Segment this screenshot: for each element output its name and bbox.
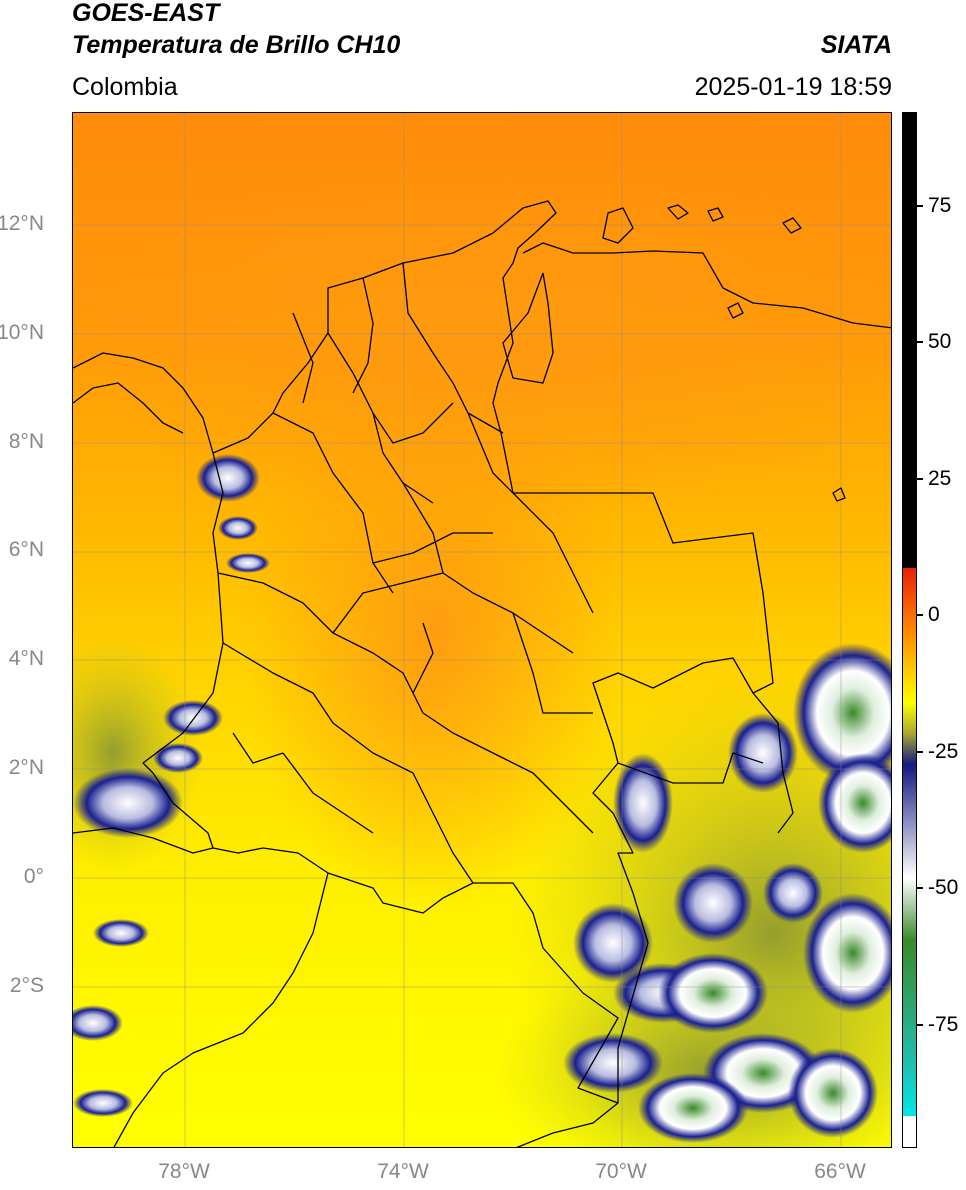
colorbar-label-50: 50: [928, 330, 952, 353]
lon-label-74w: 74°W: [377, 1160, 429, 1183]
organization-label: SIATA: [820, 31, 892, 59]
lat-label-2s: 2°S: [9, 974, 44, 997]
lon-label-78w: 78°W: [158, 1160, 210, 1183]
colorbar-label-minus25: -25: [928, 740, 959, 763]
product-title: Temperatura de Brillo CH10: [72, 31, 401, 59]
lat-label-0: 0°: [23, 865, 44, 888]
lat-label-12n: 12°N: [0, 212, 44, 235]
lon-label-70w: 70°W: [595, 1160, 647, 1183]
lat-label-4n: 4°N: [8, 647, 44, 670]
lat-label-8n: 8°N: [8, 430, 44, 453]
cold-cloud-tops: [638, 643, 891, 1143]
satellite-map[interactable]: [72, 112, 892, 1148]
region-label: Colombia: [72, 73, 178, 101]
warm-region-north: [73, 163, 891, 523]
colorbar-label-0: 0: [928, 603, 940, 626]
colorbar-label-25: 25: [928, 467, 952, 490]
colorbar-label-minus50: -50: [928, 876, 959, 899]
lat-label-6n: 6°N: [8, 538, 44, 561]
colorbar: [902, 112, 917, 1148]
lon-label-66w: 66°W: [814, 1160, 866, 1183]
colorbar-label-minus75: -75: [928, 1013, 959, 1036]
timestamp-label: 2025-01-19 18:59: [694, 73, 892, 101]
satellite-title: GOES-EAST: [72, 0, 220, 27]
lat-label-2n: 2°N: [8, 756, 44, 779]
graticule: [73, 113, 891, 1147]
country-borders: [73, 200, 891, 1147]
lat-label-10n: 10°N: [0, 321, 44, 344]
colorbar-label-75: 75: [928, 194, 952, 217]
